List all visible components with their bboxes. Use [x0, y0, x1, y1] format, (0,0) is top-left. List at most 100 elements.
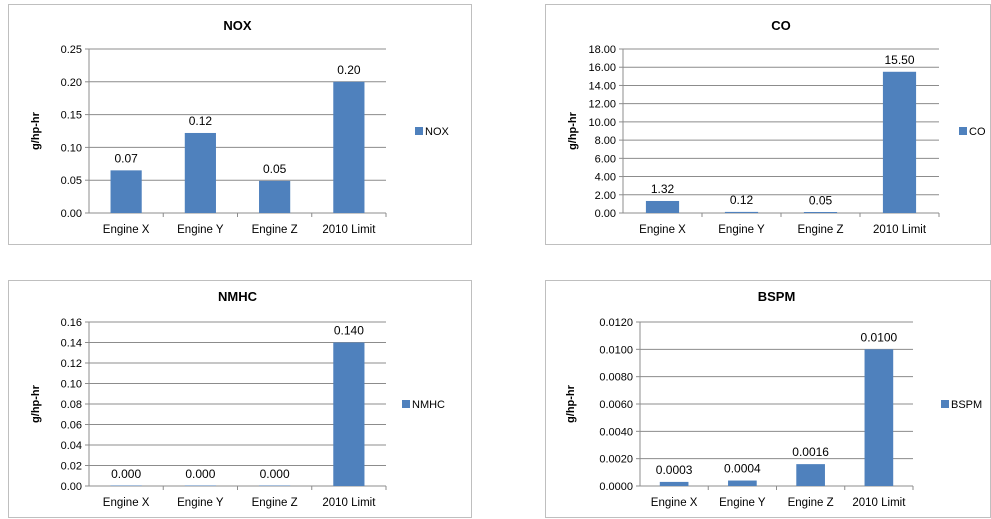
y-tick-label: 0.00	[595, 208, 616, 220]
category-label: Engine Z	[797, 224, 843, 236]
bar	[796, 464, 825, 486]
y-tick-label: 0.14	[61, 338, 82, 350]
y-tick-label: 6.00	[595, 153, 616, 165]
category-label: Engine Y	[719, 497, 766, 509]
y-tick-label: 12.00	[588, 99, 616, 111]
bar	[645, 200, 680, 213]
chart-panel-nmhc: NMHC 0.00 0.02 0.04 0.06 0.08 0.10 0.12 0.14 0.16…	[8, 280, 472, 518]
y-tick-label: 0.0020	[599, 454, 633, 466]
y-tick-label: 0.0120	[599, 317, 633, 329]
legend-label: CO	[969, 126, 986, 138]
y-tick-label: 2.00	[595, 190, 616, 202]
bar	[728, 480, 757, 486]
bar	[110, 170, 142, 213]
bar	[659, 481, 689, 486]
category-label: Engine X	[651, 497, 698, 509]
data-label: 0.0003	[656, 463, 693, 477]
y-axis-label: g/hp-hr	[567, 111, 579, 150]
bar	[184, 132, 216, 213]
bar	[803, 212, 838, 213]
chart-title: NMHC	[218, 289, 258, 304]
y-tick-label: 0.0040	[599, 426, 633, 438]
legend-label: BSPM	[951, 399, 982, 411]
y-axis-label: g/hp-hr	[565, 384, 577, 423]
legend-label: NMHC	[412, 399, 445, 411]
y-tick-label: 0.08	[61, 399, 82, 411]
chart-title: BSPM	[758, 289, 796, 304]
bar	[110, 485, 142, 486]
data-label: 0.140	[334, 324, 364, 338]
y-tick-label: 0.05	[61, 175, 82, 187]
legend-label: NOX	[425, 126, 450, 138]
data-label: 0.05	[263, 162, 287, 176]
y-tick-label: 0.00	[61, 481, 82, 493]
y-tick-label: 0.00	[61, 208, 82, 220]
category-label: Engine X	[639, 224, 686, 236]
data-label: 0.000	[185, 467, 215, 481]
y-tick-label: 18.00	[588, 44, 616, 56]
data-label: 0.000	[111, 467, 141, 481]
legend-swatch	[415, 127, 423, 135]
y-tick-label: 0.25	[61, 44, 82, 56]
category-label: Engine Y	[718, 224, 765, 236]
chart-svg-co: CO 0.00 2.00 4.00 6.00 8.00 10.00 12.00 14.00 16.…	[567, 18, 986, 236]
y-tick-label: 10.00	[588, 117, 616, 129]
legend-swatch	[402, 400, 410, 408]
chart-title: CO	[771, 18, 791, 33]
category-label: Engine X	[103, 224, 150, 236]
y-tick-label: 8.00	[595, 135, 616, 147]
data-label: 15.50	[884, 53, 914, 67]
chart-panel-nox: NOX 0.00 0.05 0.10 0.15 0.20 0.25 0.07 Engine X 0…	[8, 4, 472, 245]
y-tick-label: 0.16	[61, 317, 82, 329]
category-label: Engine Z	[252, 224, 298, 236]
category-label: 2010 Limit	[852, 497, 906, 509]
category-label: 2010 Limit	[322, 224, 376, 236]
bar	[259, 485, 291, 486]
y-tick-label: 0.02	[61, 461, 82, 473]
y-tick-label: 0.12	[61, 358, 82, 370]
y-tick-label: 0.06	[61, 420, 82, 432]
bar	[882, 71, 917, 214]
y-tick-label: 0.0100	[599, 344, 633, 356]
data-label: 0.000	[260, 467, 290, 481]
chart-panel-bspm: BSPM 0.0000 0.0020 0.0040 0.0060 0.0080 0.0100…	[545, 280, 991, 518]
y-tick-label: 0.0000	[599, 481, 633, 493]
y-tick-label: 0.10	[61, 142, 82, 154]
data-label: 0.12	[189, 114, 213, 128]
bar	[184, 485, 216, 486]
data-label: 0.07	[114, 151, 138, 165]
y-tick-label: 16.00	[588, 62, 616, 74]
bar	[333, 81, 365, 213]
data-label: 0.20	[337, 63, 361, 77]
category-label: 2010 Limit	[873, 224, 927, 236]
y-axis-label: g/hp-hr	[30, 384, 42, 423]
data-label: 1.32	[651, 182, 675, 196]
y-tick-label: 0.10	[61, 379, 82, 391]
category-label: Engine Y	[177, 224, 224, 236]
category-label: Engine Y	[177, 497, 224, 509]
category-label: 2010 Limit	[322, 497, 376, 509]
data-label: 0.0016	[792, 445, 829, 459]
legend-swatch	[959, 127, 967, 135]
data-label: 0.05	[809, 194, 833, 208]
chart-title: NOX	[223, 18, 252, 33]
y-tick-label: 0.20	[61, 77, 82, 89]
chart-svg-nmhc: NMHC 0.00 0.02 0.04 0.06 0.08 0.10 0.12 0.14 0.16…	[30, 289, 445, 509]
bar	[724, 211, 759, 213]
y-tick-label: 0.0080	[599, 372, 633, 384]
bar	[333, 342, 365, 486]
category-label: Engine X	[103, 497, 150, 509]
bar	[259, 180, 291, 213]
data-label: 0.0100	[861, 330, 898, 344]
category-label: Engine Z	[252, 497, 298, 509]
category-label: Engine Z	[788, 497, 834, 509]
chart-svg-nox: NOX 0.00 0.05 0.10 0.15 0.20 0.25 0.07 Engine X 0…	[30, 18, 450, 236]
y-tick-label: 0.15	[61, 110, 82, 122]
y-tick-label: 0.04	[61, 440, 82, 452]
y-tick-label: 14.00	[588, 80, 616, 92]
chart-svg-bspm: BSPM 0.0000 0.0020 0.0040 0.0060 0.0080 0.0100…	[565, 289, 982, 509]
data-label: 0.12	[730, 193, 754, 207]
bar	[864, 349, 894, 486]
data-label: 0.0004	[724, 462, 761, 476]
y-tick-label: 4.00	[595, 172, 616, 184]
